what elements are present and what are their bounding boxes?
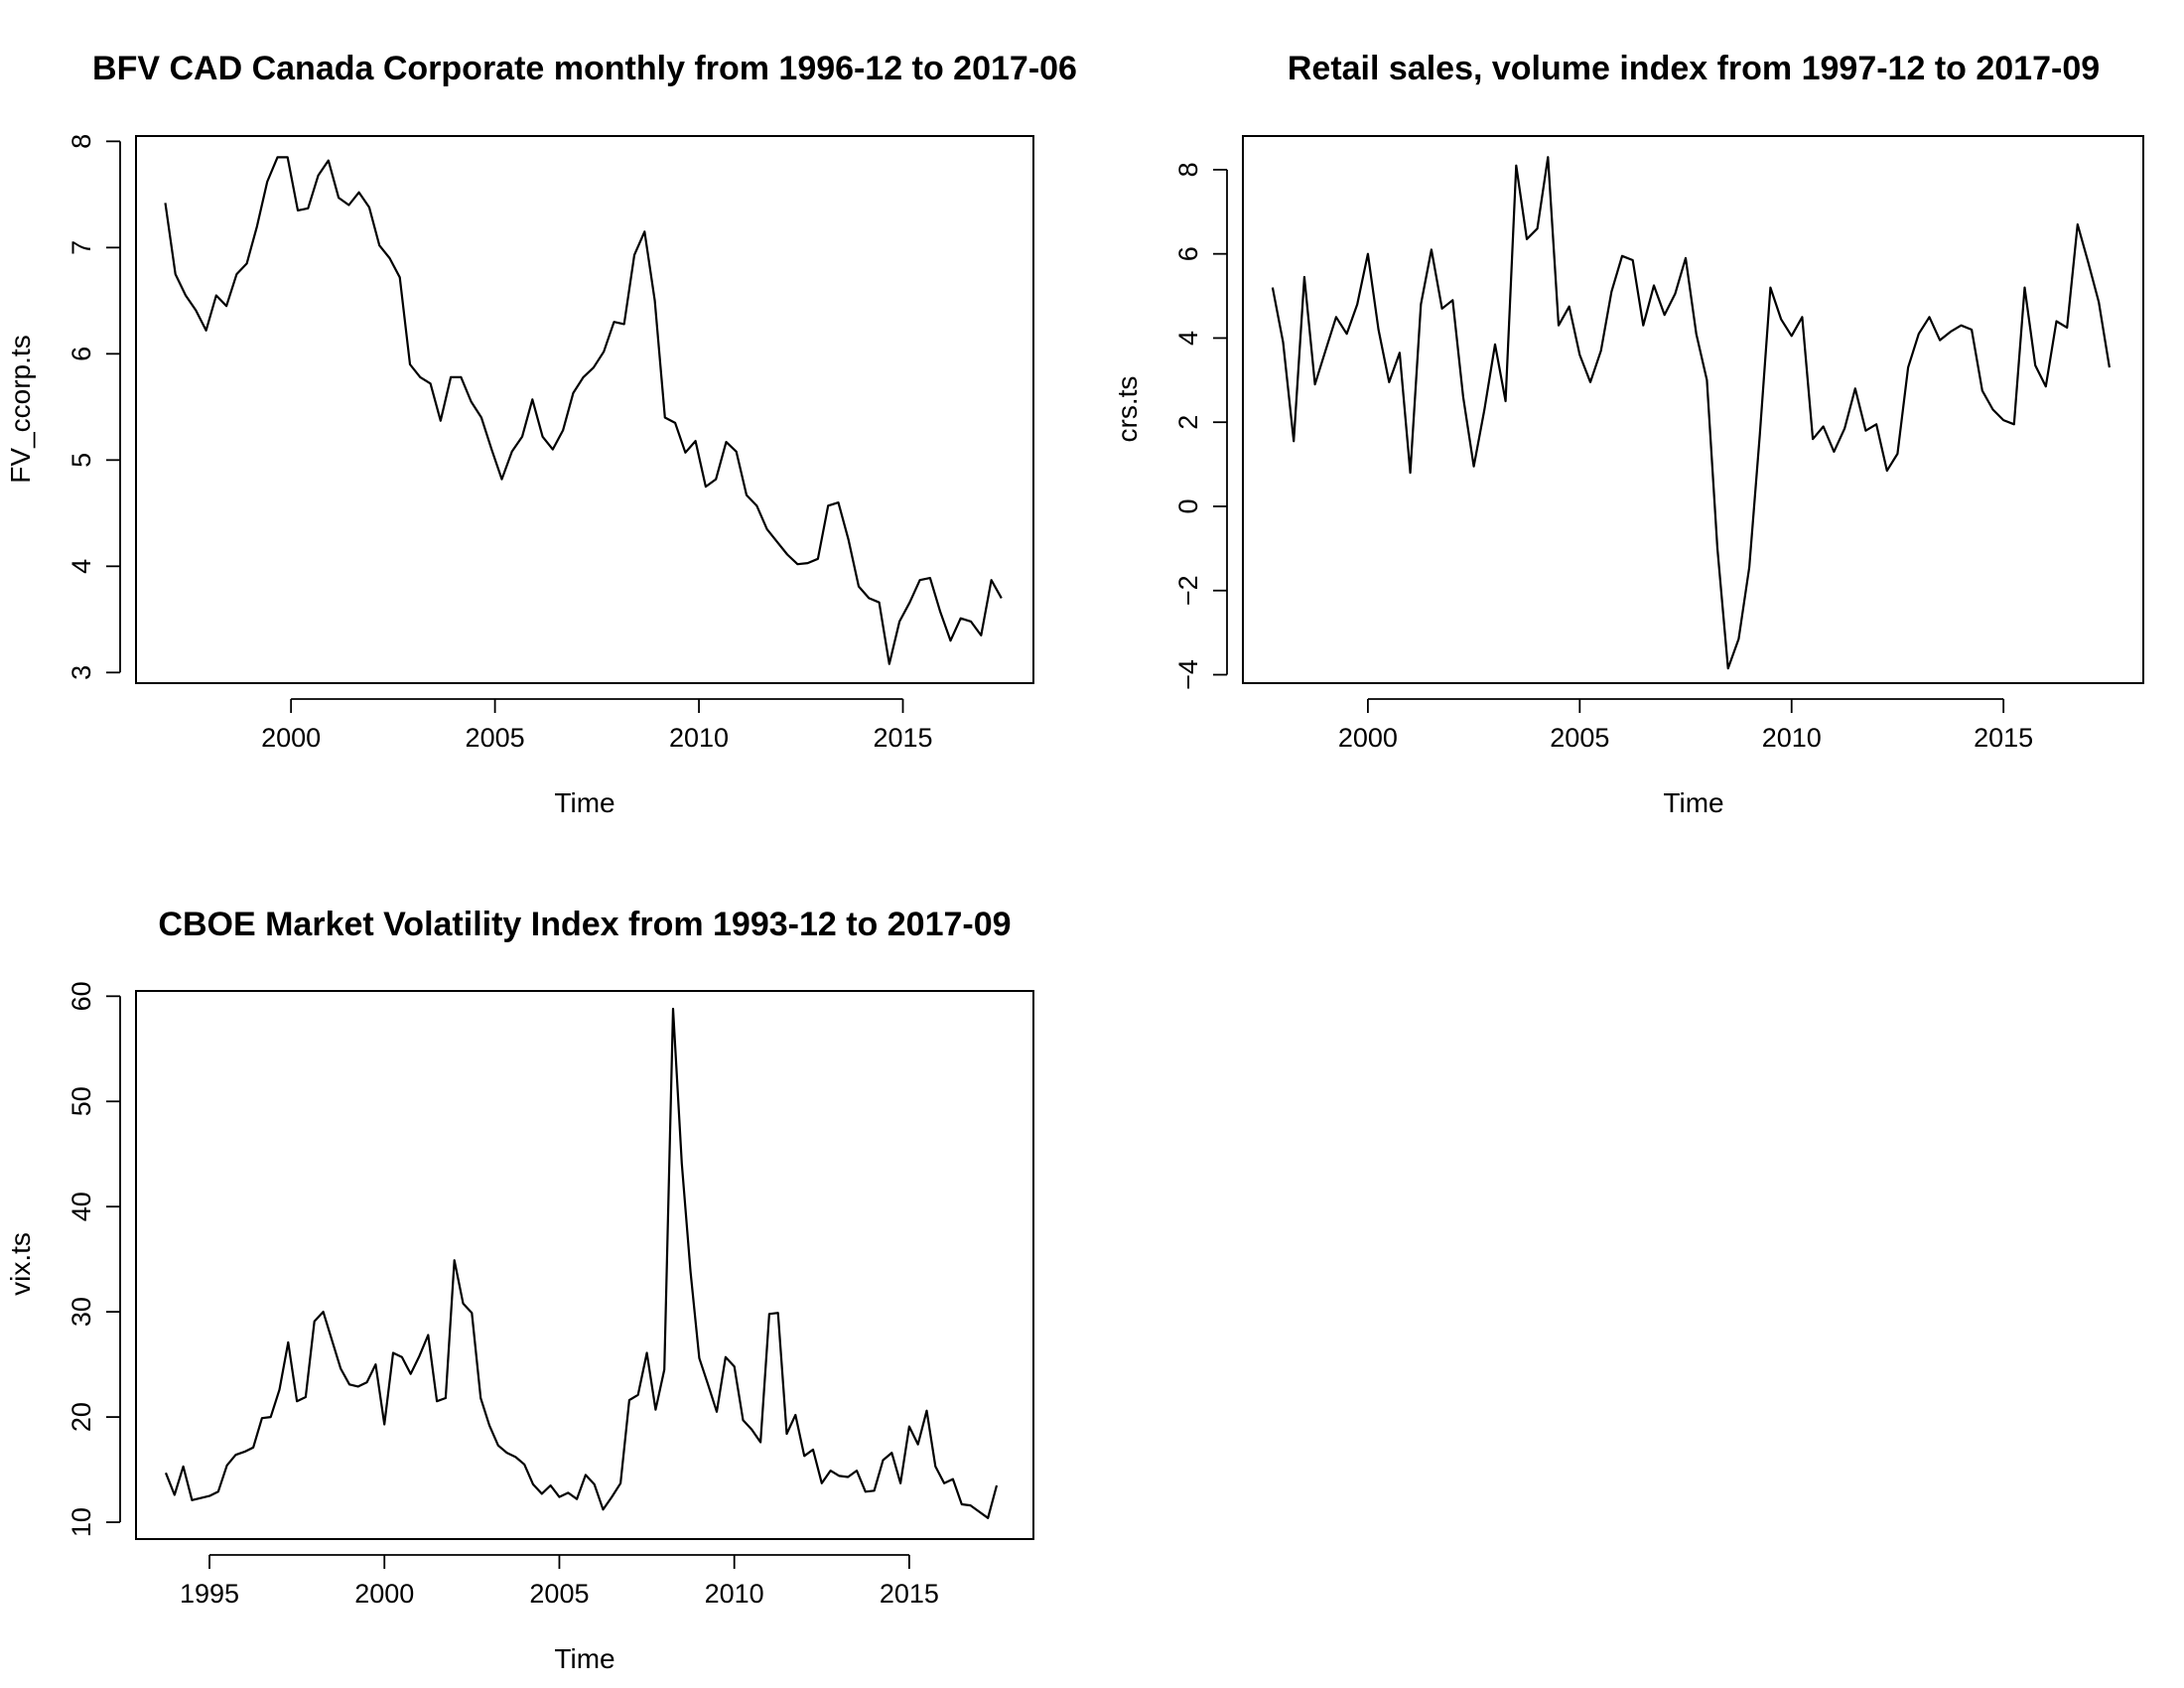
chart-title: Retail sales, volume index from 1997-12 …: [1288, 50, 2100, 87]
panel-vix: CBOE Market Volatility Index from 1993-1…: [5, 906, 1034, 1674]
x-tick-label: 1995: [180, 1579, 239, 1609]
y-tick-label: 50: [67, 1086, 96, 1116]
y-tick-label: 8: [1173, 162, 1203, 177]
plot-frame: [1242, 135, 2144, 684]
plot-frame: [135, 135, 1034, 684]
panel-fv-ccorp: BFV CAD Canada Corporate monthly from 19…: [5, 50, 1077, 818]
x-tick-label: 2015: [1974, 723, 2033, 753]
x-tick-label: 2005: [529, 1579, 589, 1609]
chart-title: BFV CAD Canada Corporate monthly from 19…: [92, 50, 1077, 87]
series-line: [164, 156, 1003, 665]
y-tick-label: 5: [67, 453, 96, 468]
series-line: [164, 1007, 999, 1519]
x-tick-label: 2015: [880, 1579, 939, 1609]
x-tick-label: 2010: [705, 1579, 764, 1609]
x-tick-label: 2010: [1762, 723, 1822, 753]
x-tick-label: 2000: [1338, 723, 1398, 753]
chart-title: CBOE Market Volatility Index from 1993-1…: [158, 906, 1011, 943]
x-tick-label: 2005: [466, 723, 525, 753]
y-tick-label: 40: [67, 1192, 96, 1221]
y-tick-label: 0: [1173, 498, 1203, 513]
y-tick-label: −2: [1173, 575, 1203, 606]
x-axis-label: Time: [1663, 787, 1723, 818]
x-tick-label: 2005: [1550, 723, 1609, 753]
y-tick-label: −4: [1173, 659, 1203, 690]
y-axis-label: crs.ts: [1112, 376, 1143, 443]
y-tick-label: 8: [67, 134, 96, 149]
y-tick-label: 6: [1173, 246, 1203, 261]
y-tick-label: 2: [1173, 415, 1203, 430]
y-tick-label: 30: [67, 1297, 96, 1327]
plot-frame: [135, 990, 1034, 1540]
y-axis-label: vix.ts: [5, 1232, 36, 1296]
x-axis-label: Time: [554, 787, 614, 818]
y-tick-label: 3: [67, 665, 96, 680]
y-tick-label: 6: [67, 347, 96, 361]
x-axis-label: Time: [554, 1643, 614, 1674]
y-tick-label: 10: [67, 1507, 96, 1537]
y-tick-label: 20: [67, 1402, 96, 1432]
x-tick-label: 2010: [669, 723, 729, 753]
panel-crs: Retail sales, volume index from 1997-12 …: [1112, 50, 2144, 818]
x-tick-label: 2015: [873, 723, 932, 753]
y-tick-label: 4: [67, 559, 96, 574]
x-tick-label: 2000: [261, 723, 321, 753]
y-axis-label: FV_ccorp.ts: [5, 335, 36, 483]
series-line: [1271, 156, 2111, 670]
x-tick-label: 2000: [354, 1579, 414, 1609]
y-tick-label: 7: [67, 240, 96, 255]
y-tick-label: 4: [1173, 331, 1203, 346]
y-tick-label: 60: [67, 981, 96, 1011]
